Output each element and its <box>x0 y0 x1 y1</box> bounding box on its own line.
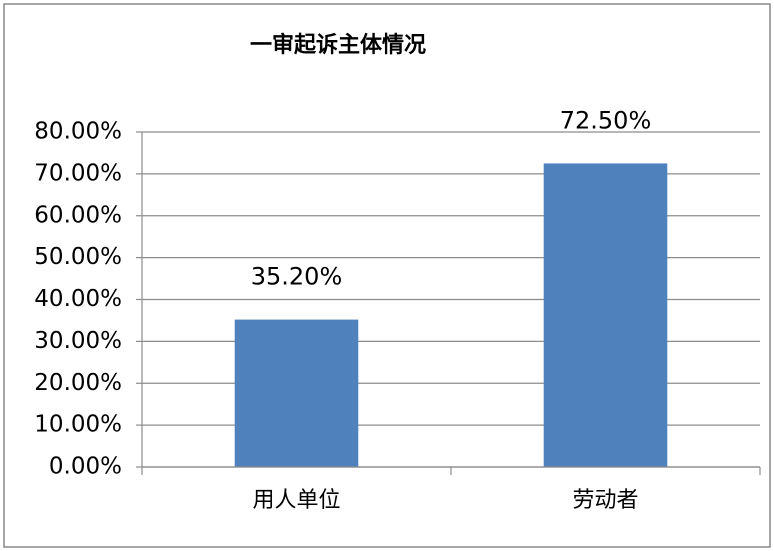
chart-title: 一审起诉主体情况 <box>250 32 426 58</box>
y-tick-label: 0.00% <box>49 454 122 480</box>
y-tick-label: 80.00% <box>34 119 122 145</box>
y-tick-label: 50.00% <box>34 244 122 270</box>
y-tick-label: 20.00% <box>34 370 122 396</box>
value-label: 72.50% <box>560 106 652 134</box>
x-tick-label: 劳动者 <box>572 488 638 513</box>
bar <box>543 163 668 467</box>
y-tick-label: 60.00% <box>34 202 122 228</box>
y-tick-label: 30.00% <box>34 328 122 354</box>
y-tick-label: 10.00% <box>34 412 122 438</box>
value-label: 35.20% <box>251 263 343 291</box>
y-tick-label: 70.00% <box>34 160 122 186</box>
x-tick-label: 用人单位 <box>252 488 340 513</box>
bar <box>234 319 359 467</box>
y-tick-label: 40.00% <box>34 286 122 312</box>
